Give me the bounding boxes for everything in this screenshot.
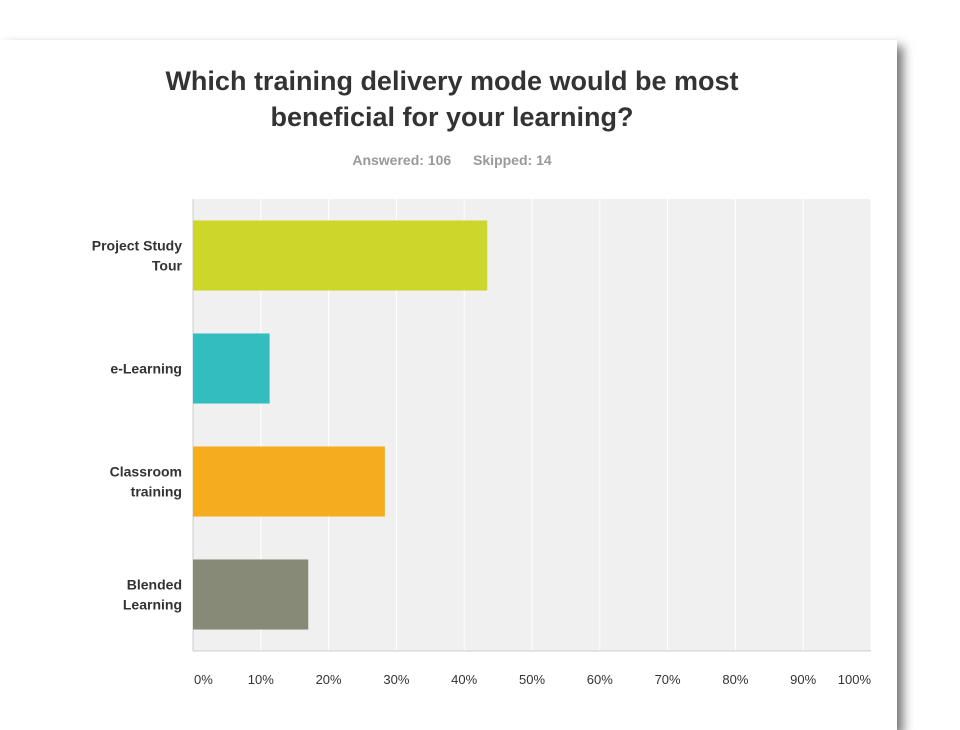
chart-title-line2: beneficial for your learning? [270, 102, 634, 132]
category-label: Learning [123, 597, 182, 613]
x-tick-label: 80% [722, 672, 748, 687]
bar [193, 559, 309, 630]
category-label: Project Study [92, 238, 182, 254]
category-label: Blended [127, 577, 182, 593]
category-label: Classroom [110, 464, 182, 480]
x-tick-label: 100% [838, 672, 872, 687]
x-tick-label: 90% [790, 672, 816, 687]
x-tick-label: 10% [248, 672, 274, 687]
x-tick-label: 40% [451, 672, 477, 687]
category-label: e-Learning [110, 361, 182, 377]
bar [193, 333, 270, 404]
skipped-count: Skipped: 14 [473, 152, 552, 168]
x-tick-label: 0% [194, 672, 213, 687]
bar [193, 220, 488, 291]
chart-title: Which training delivery mode would be mo… [0, 63, 904, 135]
category-label: Tour [152, 258, 183, 274]
x-tick-label: 70% [655, 672, 681, 687]
chart-title-line1: Which training delivery mode would be mo… [165, 66, 739, 96]
response-stats: Answered: 106 Skipped: 14 [0, 152, 904, 168]
x-tick-label: 30% [383, 672, 409, 687]
x-tick-label: 20% [316, 672, 342, 687]
answered-count: Answered: 106 [352, 152, 452, 168]
x-tick-label: 60% [587, 672, 613, 687]
category-label: training [131, 484, 182, 500]
bar [193, 446, 385, 517]
x-tick-label: 50% [519, 672, 545, 687]
